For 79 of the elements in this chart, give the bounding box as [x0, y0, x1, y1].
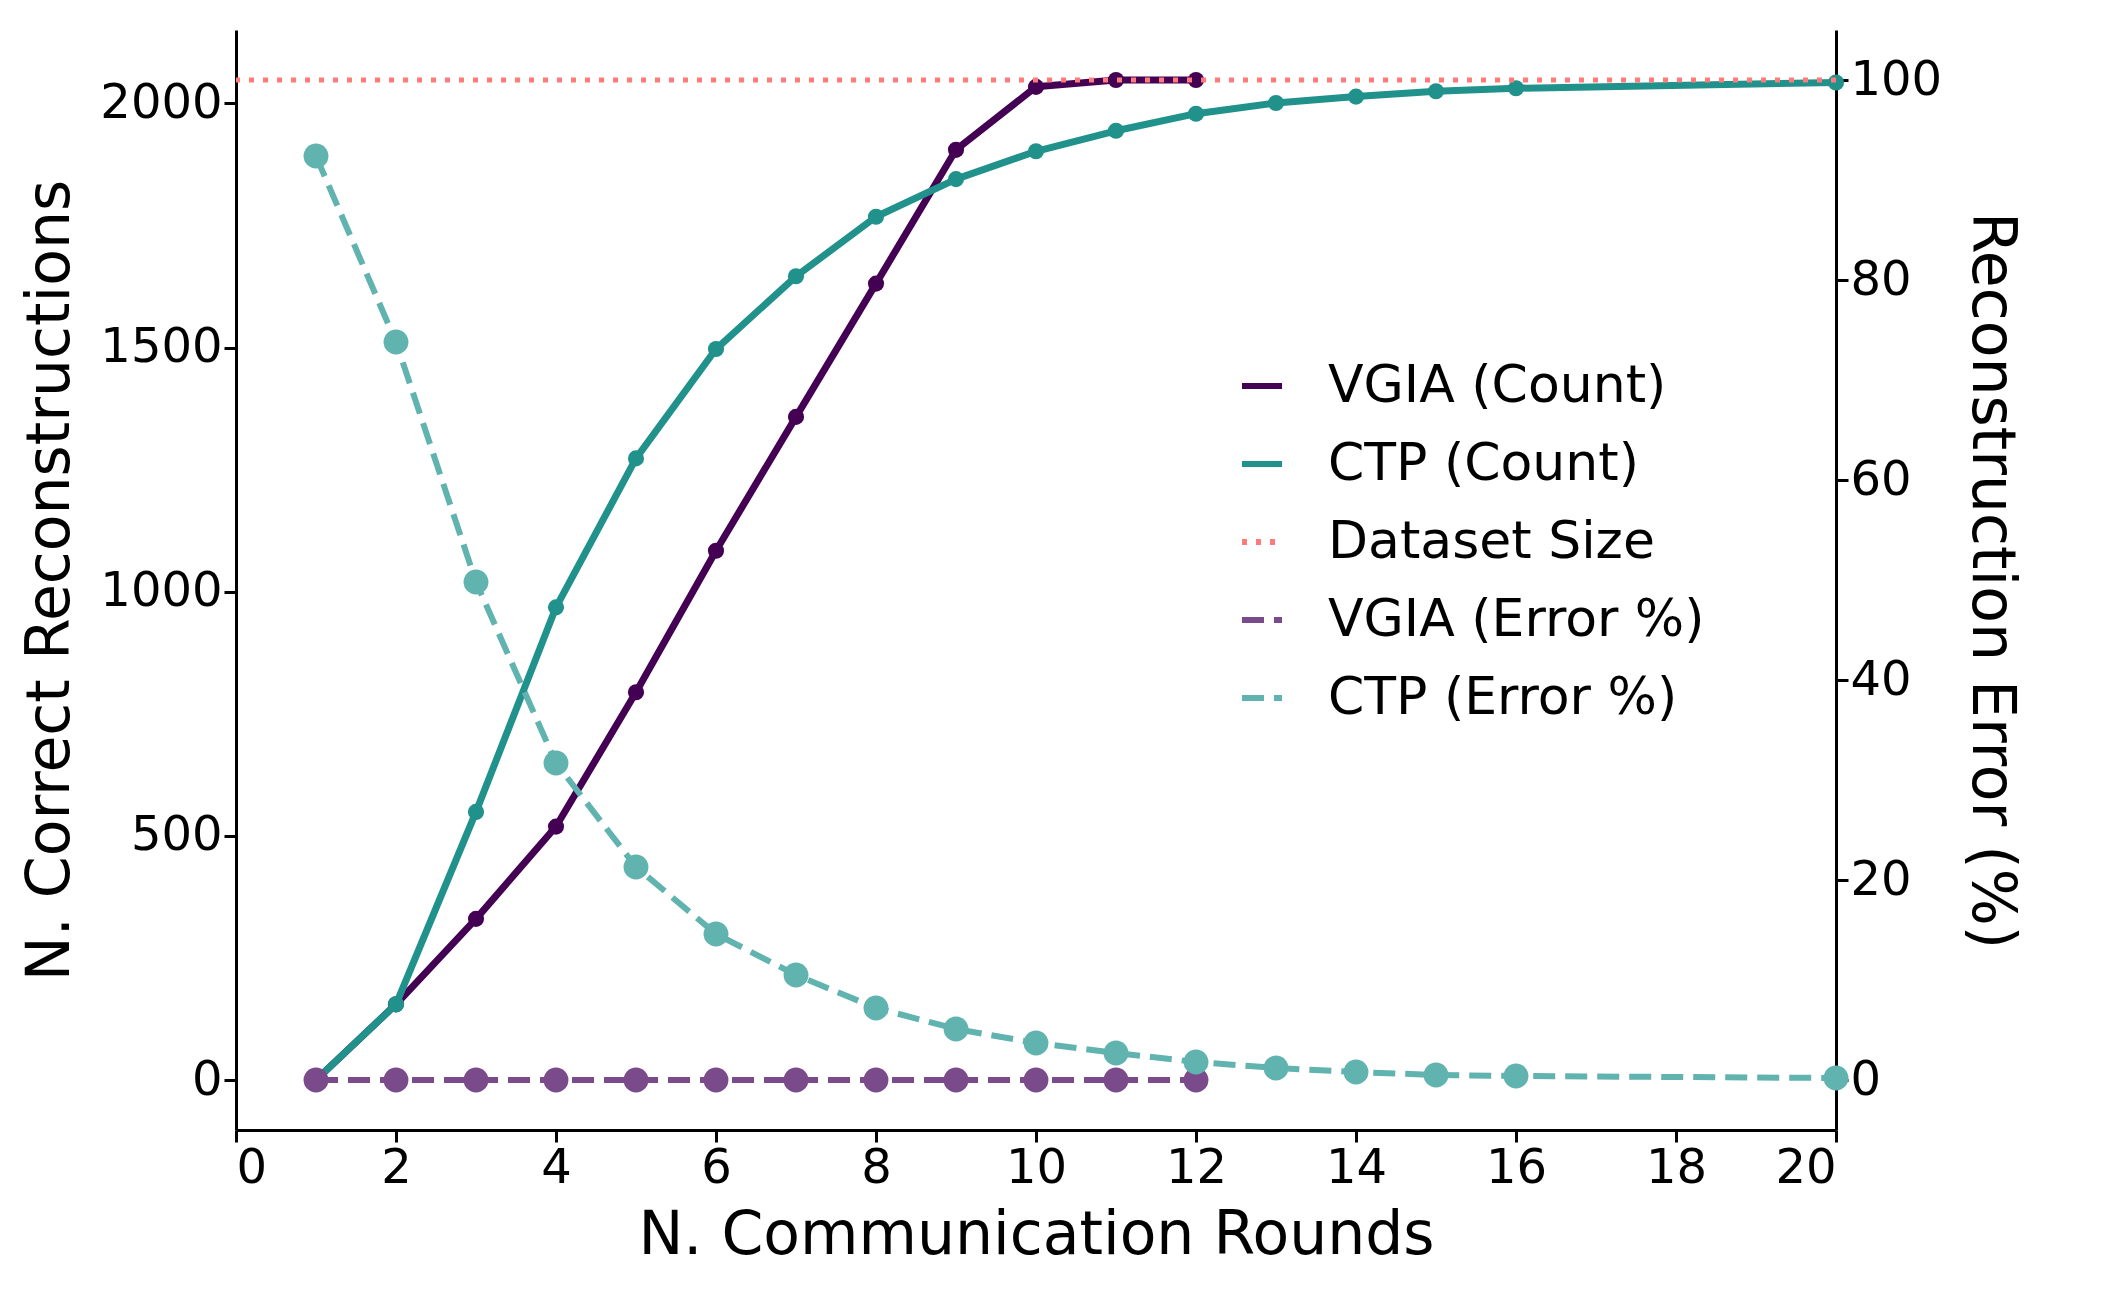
x-tick-label: 14 [1325, 1137, 1388, 1194]
x-tick-label: 8 [861, 1137, 892, 1194]
y2-tick-label: 100 [1850, 49, 1943, 106]
point [863, 1067, 889, 1093]
y-tick-label: 0 [191, 1049, 223, 1106]
point [707, 341, 725, 358]
point [943, 1067, 969, 1093]
point [947, 171, 965, 188]
point [1187, 105, 1205, 122]
y-tick-label: 500 [130, 805, 223, 862]
point [1503, 1063, 1529, 1089]
point [383, 329, 409, 355]
x-tick-label: 12 [1165, 1137, 1228, 1194]
point [1183, 1049, 1209, 1075]
point [1263, 1055, 1289, 1081]
point [783, 1067, 809, 1093]
point [1103, 1067, 1129, 1093]
point [787, 408, 805, 425]
point [1107, 122, 1125, 139]
point [1423, 1062, 1449, 1088]
y2-tick-label: 20 [1850, 849, 1912, 906]
y-axis-title: N. Correct Reconstructions [13, 179, 84, 982]
y-tick-label: 1000 [100, 561, 223, 618]
point [1343, 1059, 1369, 1085]
point [623, 854, 649, 880]
y2-axis-title: Reconstruction Error (%) [1959, 211, 2030, 950]
point [627, 684, 645, 701]
point [1507, 80, 1525, 97]
y-tick-label: 2000 [100, 72, 223, 129]
point [547, 818, 565, 835]
point [543, 1067, 569, 1093]
x-tick-label: 4 [541, 1137, 572, 1194]
legend-label: CTP (Error %) [1328, 666, 1678, 726]
legend-label: Dataset Size [1328, 510, 1655, 570]
point [463, 569, 489, 595]
point [863, 995, 889, 1021]
point [1823, 1065, 1849, 1091]
point [703, 921, 729, 947]
point [623, 1067, 649, 1093]
point [1347, 88, 1365, 105]
x-tick-label: 0 [236, 1137, 268, 1194]
point [703, 1067, 729, 1093]
point [383, 1067, 409, 1093]
legend-label: VGIA (Error %) [1328, 588, 1705, 648]
point [467, 910, 485, 927]
point [1427, 83, 1445, 100]
point [867, 208, 885, 225]
x-tick-label: 6 [701, 1137, 732, 1194]
point [547, 599, 565, 616]
point [1027, 143, 1045, 160]
x-tick-label: 18 [1645, 1137, 1708, 1194]
y2-tick-label: 40 [1850, 649, 1912, 706]
point [867, 275, 885, 292]
x-tick-label: 20 [1775, 1137, 1837, 1194]
x-axis-title: N. Communication Rounds [638, 1197, 1435, 1268]
point [463, 1067, 489, 1093]
point [707, 542, 725, 559]
y-tick-label: 1500 [100, 317, 223, 374]
point [543, 750, 569, 776]
point [947, 141, 965, 158]
x-tick-label: 16 [1485, 1137, 1548, 1194]
point [1267, 94, 1285, 111]
point [943, 1016, 969, 1042]
point [467, 803, 485, 820]
x-tick-label: 2 [381, 1137, 412, 1194]
point [303, 1067, 329, 1093]
legend-label: CTP (Count) [1328, 432, 1639, 492]
point [1103, 1040, 1129, 1066]
point [783, 962, 809, 988]
y2-tick-label: 80 [1850, 249, 1912, 306]
point [1023, 1030, 1049, 1056]
y2-tick-label: 0 [1850, 1049, 1882, 1106]
point [1023, 1067, 1049, 1093]
point [787, 268, 805, 285]
point [303, 143, 329, 169]
y2-tick-label: 60 [1850, 449, 1912, 506]
legend-label: VGIA (Count) [1328, 354, 1667, 414]
point [627, 450, 645, 467]
x-tick-label: 10 [1005, 1137, 1068, 1194]
